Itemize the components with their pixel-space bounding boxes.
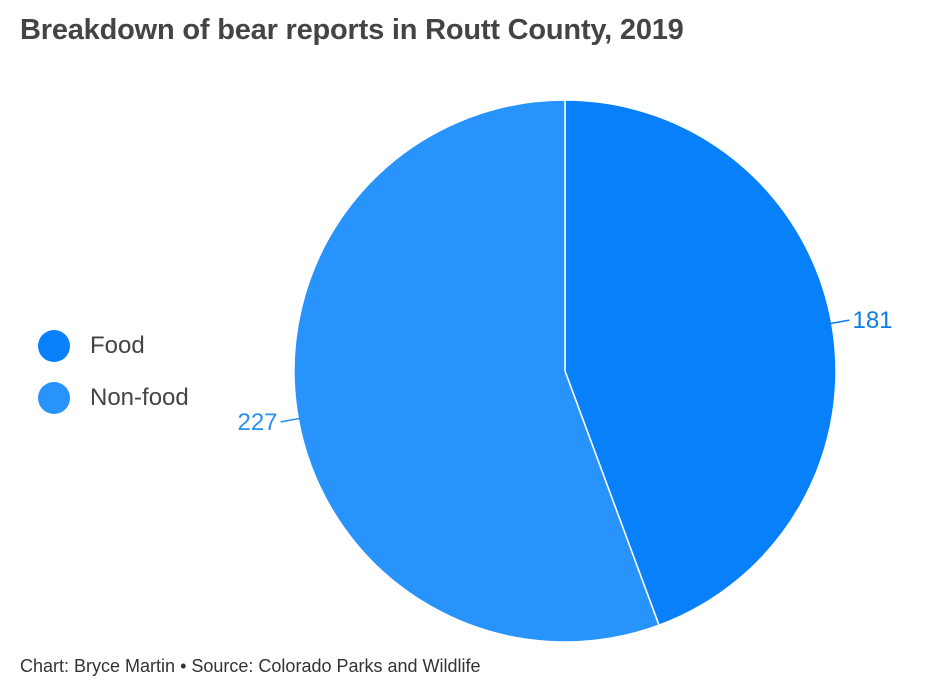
legend-item-food: Food [38, 328, 189, 364]
legend-swatch-non-food [38, 382, 70, 414]
legend-swatch-food [38, 330, 70, 362]
chart-footer: Chart: Bryce Martin • Source: Colorado P… [20, 656, 481, 677]
chart-source: Source: Colorado Parks and Wildlife [191, 656, 481, 676]
legend-label-non-food: Non-food [90, 384, 189, 411]
legend-label-food: Food [90, 332, 145, 359]
chart-title: Breakdown of bear reports in Routt Count… [20, 14, 684, 46]
legend-item-non-food: Non-food [38, 380, 189, 416]
legend: Food Non-food [38, 328, 189, 432]
leader-line-non-food [280, 417, 301, 423]
footer-separator: • [180, 656, 187, 676]
data-label-food: 181 [852, 307, 892, 334]
data-label-non-food: 227 [237, 409, 277, 436]
leader-line-food [829, 319, 850, 325]
chart-credit: Chart: Bryce Martin [20, 656, 176, 676]
